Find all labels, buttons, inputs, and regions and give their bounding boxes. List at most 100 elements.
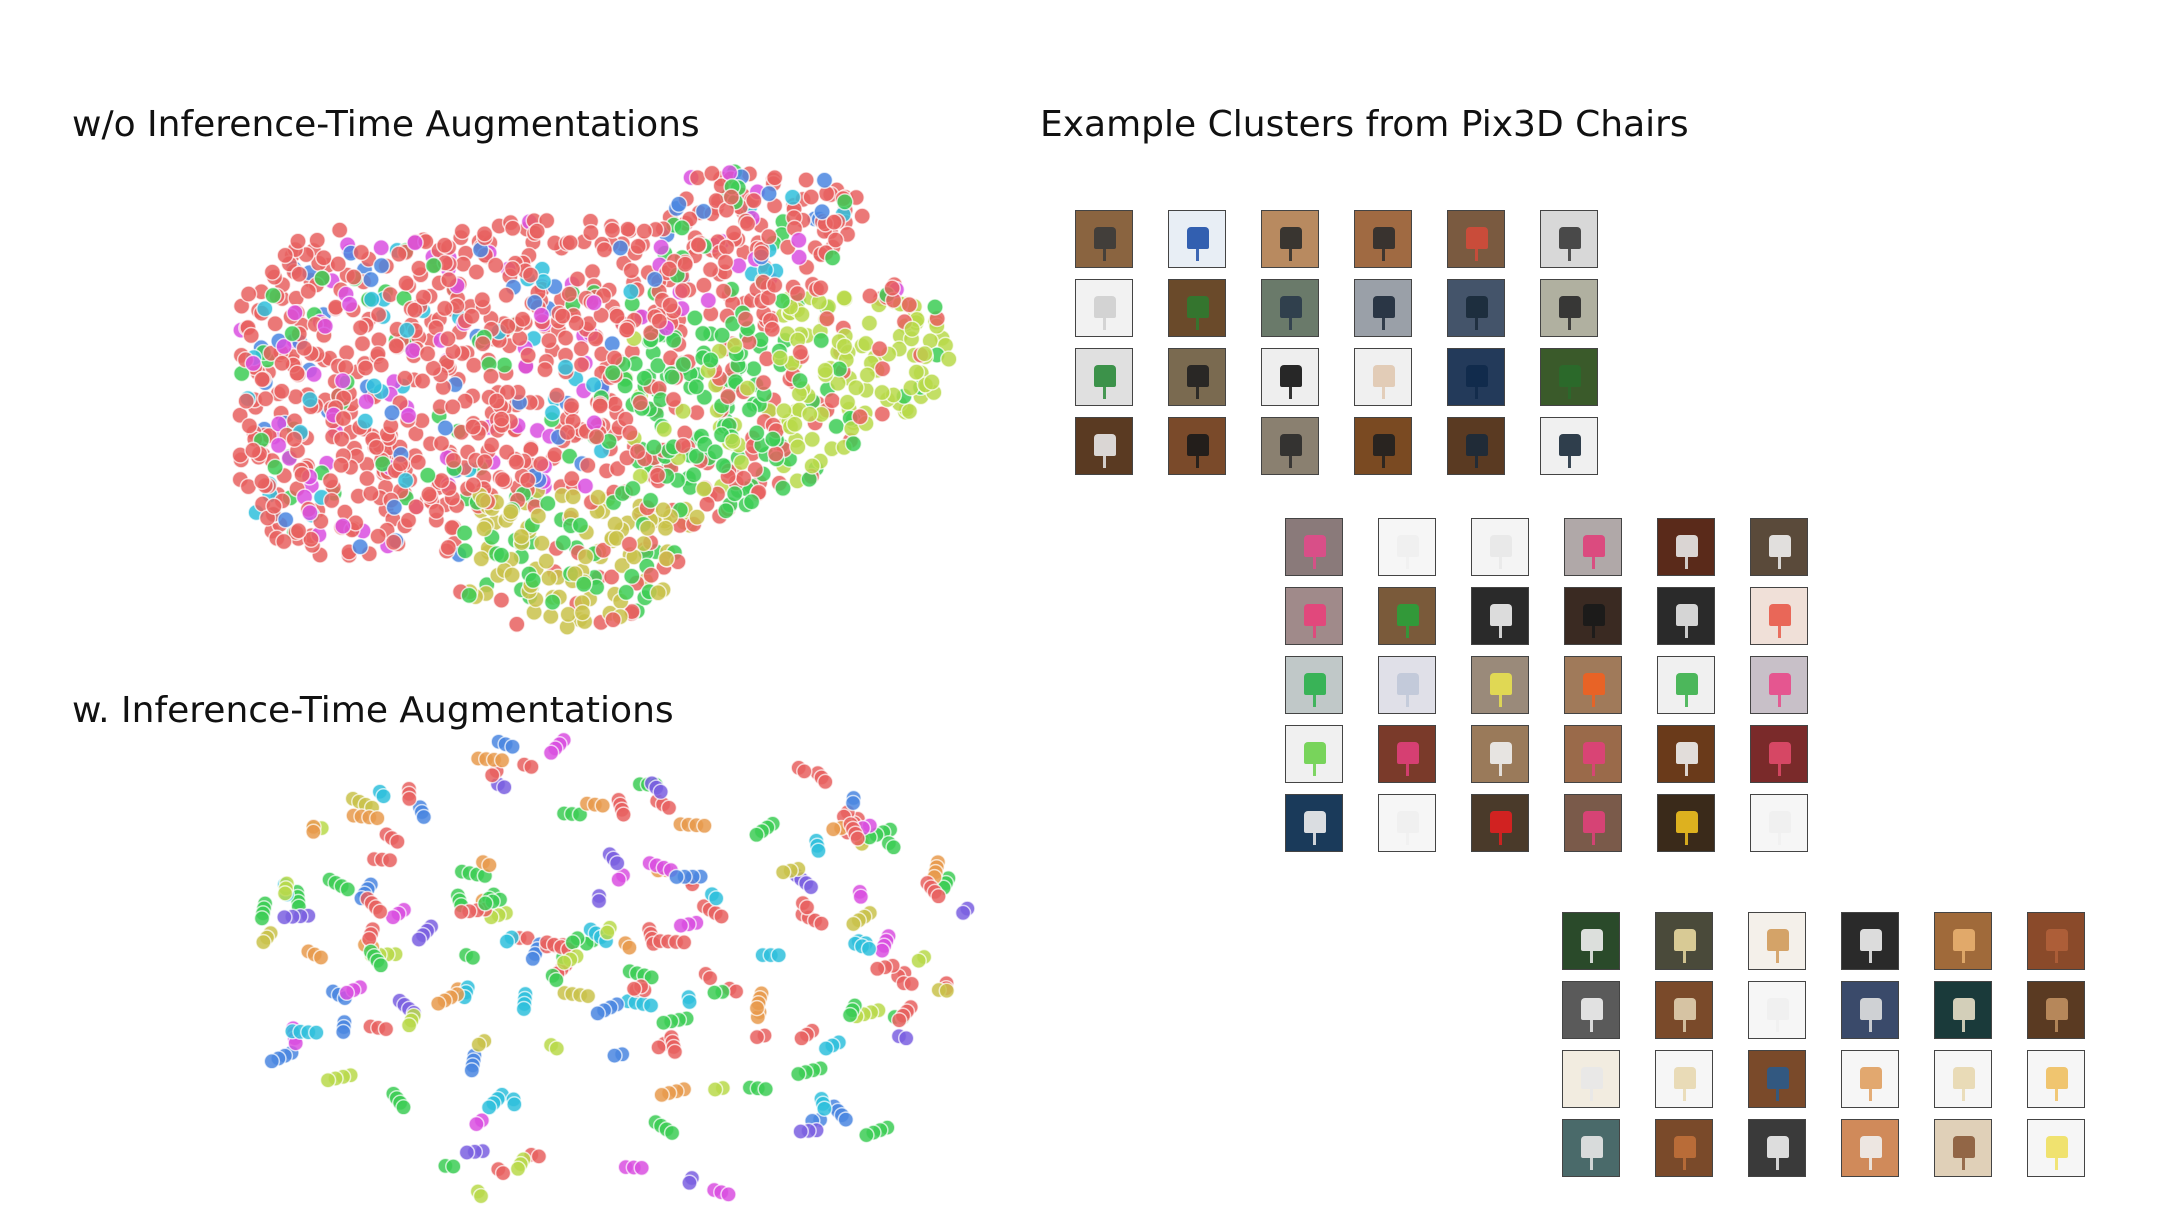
scatter-point [540,331,558,350]
scatter-point [440,270,458,289]
scatter-point [619,220,637,238]
scatter-point [263,1053,281,1070]
chair-seat-shape [2046,998,2068,1020]
scatter-point [798,899,816,916]
scatter-point [860,314,879,332]
scatter-point [289,232,307,251]
scatter-point [668,868,685,886]
scatter-point [606,515,624,533]
scatter-point [316,317,334,335]
scatter-point [823,249,842,267]
chair-thumbnail [1562,1119,1620,1177]
scatter-point [873,405,892,423]
scatter-point [663,1124,681,1142]
scatter-point [642,997,660,1014]
chair-seat-shape [1280,365,1302,387]
chair-leg-shape [1778,626,1781,638]
scatter-point [608,854,626,872]
scatter-point [774,479,792,498]
scatter-point [445,1158,462,1175]
scatter-point [399,511,418,530]
scatter-point [783,188,802,206]
chair-thumbnail [1748,912,1806,970]
scatter-point [594,541,613,559]
scatter-point [439,538,458,557]
scatter-point [502,502,520,521]
chair-leg-shape [1406,557,1409,569]
chair-thumbnail [1447,210,1505,268]
scatter-point [312,949,330,966]
scatter-point [748,999,766,1017]
scatter-point [672,917,690,934]
chair-thumbnail [1354,210,1412,268]
chair-thumbnail [1657,794,1715,852]
scatter-point [573,603,592,622]
chair-thumbnail [1748,1050,1806,1108]
scatter-point [605,349,624,367]
scatter-point [576,547,595,566]
scatter-point [803,457,821,475]
chair-thumbnail [1540,348,1598,406]
chair-leg-shape [1499,833,1502,845]
scatter-point [811,279,830,297]
scatter-point [540,569,558,587]
scatter-point [666,1043,684,1061]
scatter-point [334,517,352,535]
scatter-point [606,1047,623,1064]
chair-thumbnail [1750,725,1808,783]
scatter-point [649,584,667,602]
scatter-point [372,957,390,974]
scatter-point [722,188,741,206]
scatter-point [706,443,725,461]
scatter-point [817,773,834,791]
chair-seat-shape [1674,998,1696,1020]
chair-seat-shape [1583,604,1605,626]
scatter-point [521,266,540,284]
chair-leg-shape [1778,764,1781,776]
chair-seat-shape [1397,604,1419,626]
scatter-point [720,1186,737,1203]
chair-thumbnail [1841,981,1899,1039]
scatter-point [652,783,669,801]
scatter-point [286,303,304,322]
scatter-point [369,305,388,324]
scatter-point [695,480,713,498]
scatter-point [322,491,341,510]
scatter-point [377,1020,395,1038]
scatter-point [816,361,834,380]
chair-seat-shape [1094,296,1116,318]
scatter-point [404,341,422,360]
chair-thumbnail [1564,794,1622,852]
scatter-point [240,417,259,435]
scatter-point [686,309,704,327]
chair-thumbnail [1540,279,1598,337]
chair-seat-shape [1676,604,1698,626]
scatter-point [529,507,548,525]
scatter-point [635,369,654,388]
scatter-point [385,498,404,517]
chair-thumbnail [1471,725,1529,783]
chair-seat-shape [1559,434,1581,456]
scatter-point [464,418,482,436]
scatter-point [524,950,542,968]
scatter-point [642,566,660,585]
chair-thumbnail [1841,1119,1899,1177]
scatter-point [688,508,706,526]
scatter-point [674,402,692,420]
chair-leg-shape [1289,318,1292,330]
scatter-point [263,263,282,281]
chair-thumbnail [1564,587,1622,645]
chair-thumbnail [1657,587,1715,645]
chair-seat-shape [1304,673,1326,695]
chair-seat-shape [1490,604,1512,626]
chair-leg-shape [1103,249,1106,261]
chair-seat-shape [1397,742,1419,764]
scatter-point [725,484,744,503]
scatter-point [481,856,498,874]
scatter-point [539,494,557,513]
chair-thumbnail [1657,656,1715,714]
chair-thumbnail [1378,518,1436,576]
chair-thumbnail [1540,210,1598,268]
scatter-point [532,306,551,324]
chair-leg-shape [1776,951,1779,963]
